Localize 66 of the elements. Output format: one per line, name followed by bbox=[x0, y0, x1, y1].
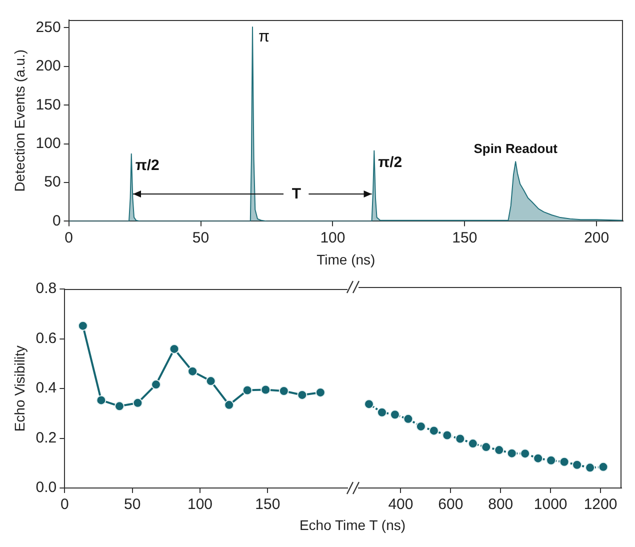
point bbox=[315, 387, 326, 398]
x-tick-label: 200 bbox=[584, 229, 610, 246]
x-tick-label: 800 bbox=[488, 496, 514, 514]
point bbox=[224, 400, 234, 410]
point bbox=[559, 456, 570, 467]
y-tick-label: 50 bbox=[44, 174, 61, 191]
x-tick-label: 150 bbox=[452, 229, 478, 246]
point bbox=[188, 366, 198, 376]
point bbox=[442, 430, 452, 440]
point bbox=[390, 410, 400, 420]
point bbox=[278, 386, 289, 396]
annotation: Spin Readout bbox=[474, 141, 558, 156]
x-axis-title: Time (ns) bbox=[316, 251, 376, 268]
point bbox=[206, 376, 216, 386]
point bbox=[585, 462, 596, 473]
y-tick-label: 0.2 bbox=[36, 429, 57, 446]
x-tick-label: 400 bbox=[388, 496, 414, 514]
annotation: π/2 bbox=[378, 154, 402, 171]
y-tick-label: 0.0 bbox=[36, 479, 57, 496]
point bbox=[151, 380, 162, 390]
y-tick-label: 0.8 bbox=[36, 280, 57, 298]
x-tick-label: 100 bbox=[320, 229, 346, 246]
point bbox=[428, 426, 439, 436]
point bbox=[242, 385, 252, 396]
annotation: T bbox=[292, 185, 302, 202]
point bbox=[364, 399, 374, 410]
x-tick-label: 50 bbox=[124, 496, 141, 514]
x-tick-label: 1000 bbox=[534, 496, 568, 514]
y-tick-label: 0.6 bbox=[36, 330, 57, 347]
point bbox=[533, 453, 544, 464]
x-axis-title: Echo Time T (ns) bbox=[298, 517, 407, 533]
point bbox=[455, 434, 466, 444]
point bbox=[376, 407, 387, 418]
point bbox=[96, 395, 106, 406]
y-tick-label: 250 bbox=[36, 18, 61, 36]
point bbox=[260, 384, 271, 395]
point bbox=[598, 462, 608, 472]
x-tick-label: 0 bbox=[64, 229, 73, 246]
y-tick-label: 100 bbox=[36, 134, 61, 152]
x-tick-label: 100 bbox=[187, 496, 212, 514]
x-tick-label: 50 bbox=[192, 229, 210, 246]
y-tick-label: 0.4 bbox=[36, 380, 57, 397]
point bbox=[403, 414, 414, 424]
y-axis-title: Detection Events (a.u.) bbox=[11, 49, 28, 192]
point bbox=[297, 390, 308, 400]
point bbox=[114, 401, 124, 412]
annotation: π/2 bbox=[135, 157, 160, 174]
point bbox=[468, 438, 478, 449]
point bbox=[132, 398, 143, 408]
point bbox=[572, 460, 582, 470]
y-tick-label: 200 bbox=[36, 58, 61, 75]
point bbox=[520, 448, 530, 459]
x-tick-label: 150 bbox=[255, 496, 280, 514]
point bbox=[506, 448, 517, 458]
point bbox=[78, 320, 88, 331]
y-axis-title: Echo Visibility bbox=[11, 345, 28, 432]
point bbox=[494, 445, 504, 456]
point bbox=[169, 344, 180, 354]
point bbox=[416, 421, 426, 432]
annotation: π bbox=[258, 28, 270, 46]
x-tick-label: 1200 bbox=[584, 496, 618, 514]
point bbox=[481, 442, 492, 452]
point bbox=[546, 455, 556, 466]
x-tick-label: 600 bbox=[438, 496, 464, 514]
y-tick-label: 150 bbox=[36, 96, 61, 114]
y-tick-label: 0 bbox=[52, 212, 61, 230]
